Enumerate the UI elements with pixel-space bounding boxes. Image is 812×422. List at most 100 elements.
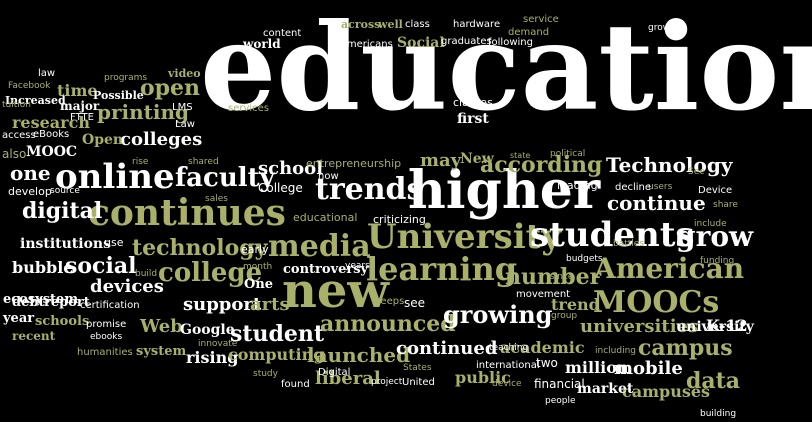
word-following: following bbox=[488, 37, 533, 48]
word-month: month bbox=[243, 262, 273, 272]
word-see: See bbox=[688, 167, 705, 177]
word-first: first bbox=[457, 111, 489, 127]
word-develop: develop bbox=[8, 185, 52, 198]
word-now: now bbox=[318, 171, 339, 182]
word-use: use bbox=[104, 236, 124, 249]
word-increased: Increased bbox=[5, 94, 66, 107]
word-social: Social bbox=[397, 35, 445, 51]
word-political: political bbox=[550, 149, 586, 159]
word-programs: programs bbox=[104, 73, 148, 83]
word-classes: classes bbox=[453, 96, 493, 109]
word-budgets: budgets bbox=[566, 254, 603, 264]
word-college: college bbox=[158, 258, 263, 288]
word-ebooks: ebooks bbox=[90, 332, 123, 342]
word-colleges: colleges bbox=[120, 129, 203, 150]
word-one: one bbox=[10, 161, 51, 185]
word-project: project bbox=[371, 377, 403, 387]
word-financial: financial bbox=[534, 377, 585, 391]
word-world: world bbox=[243, 37, 281, 51]
word-source: source bbox=[50, 186, 80, 196]
word-online: online bbox=[55, 157, 175, 197]
word-funding: funding bbox=[700, 256, 735, 266]
word-new: new bbox=[282, 263, 389, 319]
word-computing: computing bbox=[228, 345, 325, 364]
word-open: open bbox=[140, 75, 201, 101]
word-states: States bbox=[403, 363, 432, 373]
word-educational: educational bbox=[293, 211, 358, 224]
word-higher: higher bbox=[408, 160, 601, 221]
word-found: found bbox=[281, 379, 310, 390]
word-graduates: graduates bbox=[441, 36, 492, 47]
word-certification: certification bbox=[80, 300, 140, 311]
word-people: people bbox=[545, 396, 576, 406]
word-facebook: Facebook bbox=[8, 81, 51, 91]
word-see: see bbox=[404, 296, 426, 310]
word-two: two bbox=[536, 356, 558, 370]
word-state: state bbox=[510, 151, 531, 160]
word-keeps: keeps bbox=[375, 296, 405, 307]
word-share: share bbox=[713, 200, 738, 210]
word-hardware: hardware bbox=[453, 19, 501, 30]
word-build: build bbox=[135, 269, 158, 279]
word-video: video bbox=[168, 67, 201, 80]
word-users: users bbox=[648, 182, 673, 192]
word-growth: growth bbox=[648, 23, 680, 33]
word-ecosystem: ecosystem bbox=[3, 292, 79, 307]
word-battles: battles bbox=[613, 239, 645, 249]
word-media: media bbox=[268, 229, 371, 264]
word-study: study bbox=[253, 369, 278, 379]
word-students: students bbox=[530, 215, 695, 255]
word-learning: learning bbox=[366, 250, 518, 288]
word-data: data bbox=[686, 368, 741, 394]
word-shared: shared bbox=[188, 157, 219, 167]
word-international: international bbox=[476, 360, 540, 371]
word-digital: digital bbox=[22, 198, 103, 224]
word-liberal: liberal bbox=[315, 368, 381, 389]
word-americans: Americans bbox=[340, 39, 393, 50]
word-since: since bbox=[550, 272, 574, 282]
word-mooc: MOOC bbox=[26, 144, 78, 160]
word-schools: schools bbox=[35, 314, 90, 329]
word-school: school bbox=[258, 158, 324, 179]
word-growing: growing bbox=[443, 300, 553, 329]
word-mobile: mobile bbox=[614, 358, 683, 379]
word-major: major bbox=[60, 99, 100, 113]
word-launched: launched bbox=[307, 343, 411, 367]
word-law: Law bbox=[175, 119, 195, 130]
word-tuition: tuition bbox=[2, 100, 31, 110]
word-content: content bbox=[263, 28, 302, 39]
word-printing: printing bbox=[97, 100, 190, 124]
word-teaching: teaching bbox=[489, 343, 529, 353]
word-institutions: institutions bbox=[20, 236, 111, 252]
word-one: One bbox=[244, 277, 274, 292]
word-college: College bbox=[258, 181, 303, 195]
word-google: Google bbox=[180, 322, 235, 338]
word-grow: grow bbox=[676, 220, 754, 253]
word-million: million bbox=[565, 358, 629, 377]
word-ftte: FTTE bbox=[70, 112, 94, 123]
word-early: early bbox=[241, 243, 269, 256]
word-system: system bbox=[136, 344, 187, 359]
word-leading: leading bbox=[557, 179, 598, 192]
word-new: New bbox=[460, 151, 494, 167]
word-including: including bbox=[595, 346, 636, 356]
word-continues: continues bbox=[88, 192, 286, 234]
word-bubble: bubble bbox=[12, 258, 74, 277]
word-number: number bbox=[505, 264, 602, 290]
word-possible: Possible bbox=[93, 89, 144, 102]
word-include: include bbox=[694, 219, 727, 229]
word-entrepreneurship: entrepreneurship bbox=[306, 157, 402, 170]
word-research: research bbox=[12, 113, 90, 132]
word-american: American bbox=[594, 252, 745, 285]
word-education: education bbox=[200, 0, 812, 138]
word-group: group bbox=[551, 311, 578, 321]
word-ebooks: eBooks bbox=[33, 129, 70, 140]
word-humanities: humanities bbox=[77, 347, 133, 358]
word-academic: academic bbox=[500, 338, 585, 357]
word-demand: demand bbox=[508, 27, 550, 38]
word-debt: debt bbox=[12, 295, 45, 310]
word-arts: arts bbox=[250, 294, 290, 315]
word-announced: announced bbox=[320, 311, 456, 337]
word-continued: continued bbox=[396, 338, 498, 359]
word-trends: trends bbox=[315, 172, 424, 207]
